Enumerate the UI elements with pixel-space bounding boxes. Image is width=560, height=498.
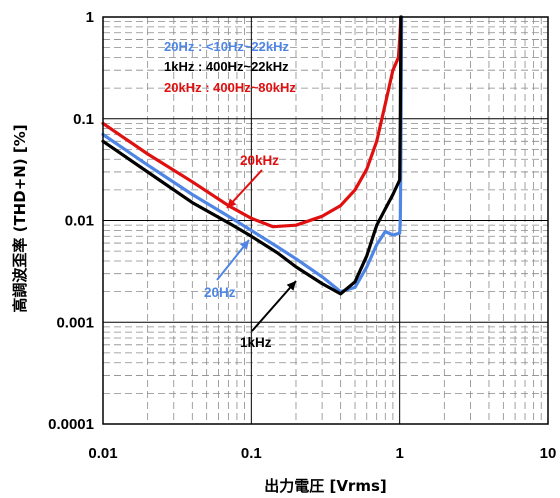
- legend-entry: 1kHz : 400Hz~22kHz: [164, 59, 289, 74]
- annotation-label: 20Hz: [204, 285, 236, 300]
- y-tick-label: 0.0001: [48, 416, 94, 433]
- y-tick-label: 0.001: [56, 314, 94, 331]
- major-grid: [103, 17, 548, 424]
- y-tick-label: 0.01: [65, 213, 94, 230]
- x-tick-label: 10: [540, 445, 557, 462]
- annotation-arrowhead: [286, 281, 296, 291]
- x-tick-label: 1: [395, 445, 403, 462]
- annotation-arrow: [251, 280, 297, 332]
- annotation-label: 20kHz: [240, 153, 279, 168]
- legend-entry: 20kHz : 400Hz~80kHz: [164, 80, 296, 95]
- plot-frame: [102, 16, 549, 425]
- legend-entry: 20Hz : <10Hz~22kHz: [164, 39, 290, 54]
- annotation-arrowhead: [227, 198, 237, 208]
- series-layer: [101, 15, 404, 296]
- x-tick-label: 0.1: [241, 445, 262, 462]
- annotation-layer: 20kHz 20Hz 1kHz: [204, 153, 297, 350]
- series-line-1khz: [101, 15, 403, 296]
- annotation-arrowhead: [239, 240, 249, 250]
- x-axis-title: 出力電圧 [Vrms]: [264, 477, 387, 495]
- series-line-20khz: [101, 15, 403, 229]
- y-axis-title: 高調波歪率 (THD+N) [%]: [11, 124, 29, 312]
- legend: 20Hz : <10Hz~22kHz 1kHz : 400Hz~22kHz 20kH…: [164, 39, 296, 95]
- x-tick-label: 0.01: [88, 445, 117, 462]
- annotation-label: 1kHz: [240, 335, 272, 350]
- x-tick-labels: 0.01 0.1 1 10: [88, 445, 556, 462]
- y-tick-label: 1: [86, 9, 94, 26]
- y-tick-label: 0.1: [73, 111, 94, 128]
- y-tick-labels: 0.0001 0.001 0.01 0.1 1: [48, 9, 94, 433]
